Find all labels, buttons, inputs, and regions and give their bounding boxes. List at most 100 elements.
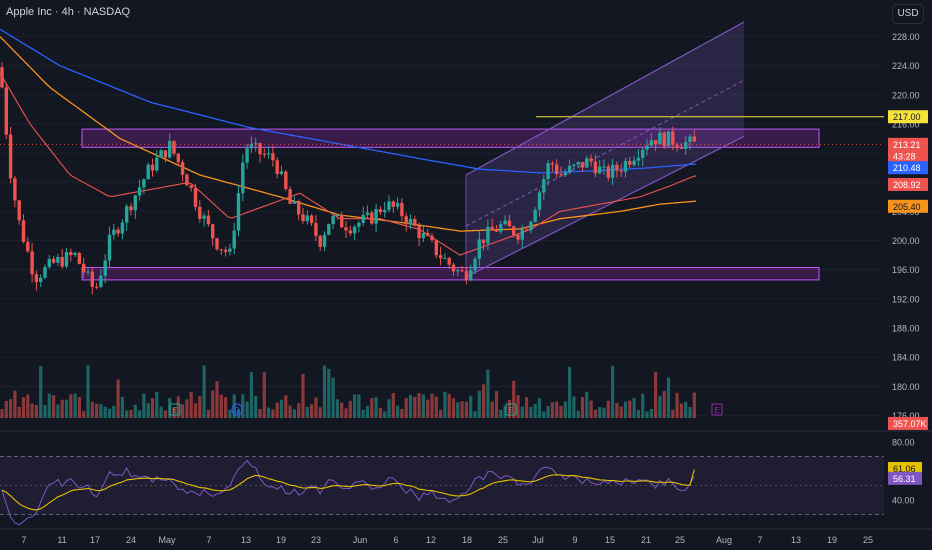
event-marker[interactable]: D [231,403,243,416]
volume-bar [314,397,318,418]
volume-bar [133,404,137,418]
y-tick-label: 200.00 [892,236,920,246]
volume-bar [525,397,529,418]
y-tick-label: 224.00 [892,61,920,71]
price-badge-label: 217.00 [893,112,921,122]
candle-body [653,140,658,145]
price-badge-last [888,137,928,151]
event-marker[interactable]: E [505,403,517,416]
volume-bar [47,393,51,418]
volume-bar [439,409,443,418]
volume-bar [13,390,17,418]
volume-bar [60,399,64,418]
candle-body [202,215,206,219]
x-tick-label: 15 [605,535,615,545]
candle-body [675,144,679,148]
candle-body [8,134,13,179]
volume-bar [615,402,619,418]
candle-body [451,264,456,272]
volume-bar [529,406,533,418]
candle-body [391,201,395,207]
event-marker[interactable]: E [711,403,723,416]
candle-body [529,221,533,231]
candle-body [494,230,499,232]
currency-button[interactable]: USD [892,4,924,24]
volume-bar [374,397,378,418]
candle-body [262,154,266,156]
event-label: D [234,406,240,415]
volume-bar [228,409,232,418]
rsi-badge-label: 61.06 [893,464,916,474]
candle-body [39,277,43,283]
candle-body [168,140,172,158]
candle-body [86,271,90,273]
x-tick-label: 7 [757,535,762,545]
volume-bar [99,404,103,418]
volume-bar [400,408,404,418]
volume-bar [692,392,696,418]
volume-bar [297,403,301,418]
volume-bar [310,404,314,418]
candle-body [189,185,193,189]
candle-body [438,255,443,259]
price-badge-label: 43:28 [893,152,916,162]
x-tick-label: May [158,535,176,545]
y-tick-label: 184.00 [892,353,920,363]
volume-bar [279,399,284,418]
event-badge [231,403,243,416]
candle-body [232,230,236,249]
volume-bar [138,410,142,418]
candle-body [206,215,211,225]
volume-bar [236,409,241,418]
volume-bar [546,406,550,418]
volume-bar [215,381,219,418]
candle-body [284,171,288,190]
volume-bar [606,400,610,418]
candle-body [602,166,606,168]
candle-body [572,164,576,166]
candle-body [426,232,430,236]
candle-body [51,258,56,263]
candle-body [17,200,21,221]
candle-body [374,209,378,224]
candle-body [348,230,352,234]
candle-body [30,251,34,275]
volume-bar [576,410,580,418]
volume-bar [4,400,8,418]
volume-bar [426,399,430,418]
volume-bar [516,395,520,418]
channel-lower-line [465,135,745,278]
volume-bar [589,400,593,418]
volume-bar [628,400,632,418]
volume-bar [494,391,499,418]
price-badge-label: 205.40 [893,202,921,212]
rsi-line [1,459,695,526]
volume-bar [206,409,210,418]
volume-bar [611,365,615,418]
candle-body [576,162,580,165]
resistance-zone [81,128,820,148]
candle-body [0,67,4,88]
volume-bar [258,409,262,418]
candle-body [198,206,202,219]
x-tick-label: Jul [532,535,544,545]
volume-bar [301,373,305,418]
candle-body [107,234,112,261]
volume-bar [512,380,516,418]
candle-body [318,235,322,247]
event-marker[interactable]: E [169,403,181,416]
candle-body [82,263,86,273]
price-badge-ma_orange [888,199,928,213]
candle-body [155,157,159,171]
candle-body [223,249,228,252]
x-tick-label: 17 [90,535,100,545]
candle-body [47,258,51,267]
candle-body [533,209,537,222]
volume-bar [86,365,90,418]
candle-body [357,222,361,227]
candle-body [658,132,662,145]
candle-body [26,241,30,252]
volume-bar [172,407,176,418]
candle-body [249,144,254,149]
